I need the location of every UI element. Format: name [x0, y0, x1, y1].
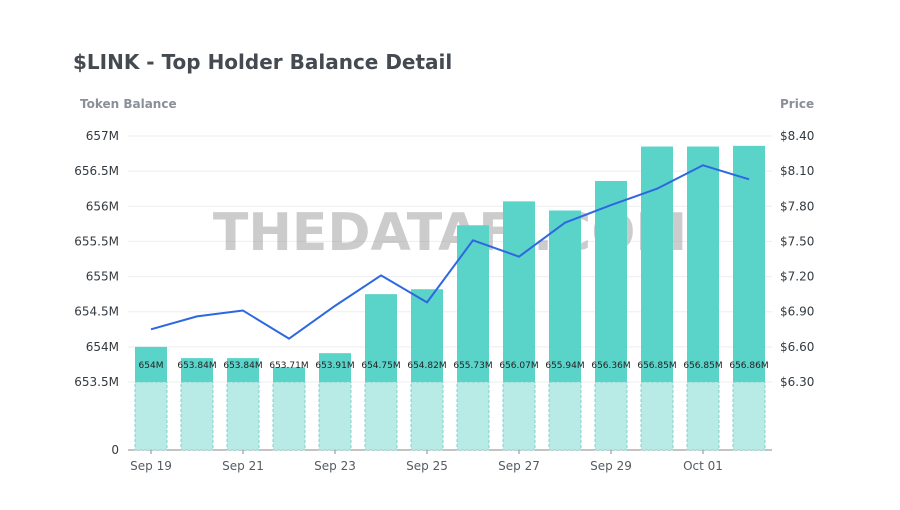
bar-base-segment [318, 381, 352, 451]
bar-base-segment [548, 381, 582, 451]
bar-data-label: 654.82M [407, 361, 446, 371]
price-point [748, 178, 751, 181]
bar [595, 180, 627, 382]
price-point [242, 309, 245, 312]
bar-data-label: 653.84M [177, 361, 216, 371]
price-point [656, 187, 659, 190]
bar [457, 225, 489, 382]
bar [181, 358, 213, 382]
x-tick-label: Oct 01 [683, 459, 723, 473]
left-y-tick-label: 656M [86, 199, 119, 213]
bar [549, 210, 581, 382]
right-y-tick-label: $8.10 [780, 164, 814, 178]
x-tick-label: Sep 27 [498, 459, 540, 473]
left-y-tick-label: 655M [86, 270, 119, 284]
bar [411, 289, 443, 382]
price-point [610, 204, 613, 207]
chart-title: $LINK - Top Holder Balance Detail [73, 50, 453, 74]
x-tick-label: Sep 19 [130, 459, 172, 473]
right-axis-title: Price [780, 97, 815, 111]
bar-base-segment [364, 381, 398, 451]
right-y-tick-label: $8.40 [780, 129, 814, 143]
left-y-tick-label: 657M [86, 129, 119, 143]
bar [641, 146, 673, 382]
bar [365, 294, 397, 382]
bar-base-segment [686, 381, 720, 451]
price-point [380, 274, 383, 277]
bar-data-label: 656.36M [591, 361, 630, 371]
bar-data-label: 655.94M [545, 361, 584, 371]
x-tick-label: Sep 21 [222, 459, 264, 473]
price-point [150, 328, 153, 331]
right-y-tick-label: $6.90 [780, 305, 814, 319]
bar-data-label: 653.91M [315, 361, 354, 371]
right-y-tick-label: $7.80 [780, 199, 814, 213]
bar [687, 146, 719, 382]
price-point [426, 301, 429, 304]
price-point [564, 221, 567, 224]
price-point [288, 337, 291, 340]
bar-data-label: 654.75M [361, 361, 400, 371]
bar-data-label: 655.73M [453, 361, 492, 371]
bar-data-label: 656.85M [637, 361, 676, 371]
bar-base-segment [502, 381, 536, 451]
bar-base-segment [640, 381, 674, 451]
x-tick-label: Sep 25 [406, 459, 448, 473]
bar-data-label: 656.85M [683, 361, 722, 371]
bar [227, 358, 259, 382]
bar-base-segment [226, 381, 260, 451]
left-axis-title: Token Balance [80, 97, 177, 111]
bar [135, 346, 167, 382]
bar [319, 353, 351, 382]
left-y-tick-label: 654M [86, 340, 119, 354]
x-tick-label: Sep 23 [314, 459, 356, 473]
bar-base-segment [732, 381, 766, 451]
bar-base-segment [180, 381, 214, 451]
price-point [334, 304, 337, 307]
left-y-tick-label: 656.5M [74, 164, 119, 178]
bar-base-segment [272, 381, 306, 451]
left-y-tick-label: 0 [111, 443, 119, 457]
price-point [702, 164, 705, 167]
left-y-tick-label: 654.5M [74, 305, 119, 319]
right-y-tick-label: $6.60 [780, 340, 814, 354]
bar-base-segment [594, 381, 628, 451]
price-point [472, 239, 475, 242]
right-y-tick-label: $7.20 [780, 270, 814, 284]
price-point [518, 255, 521, 258]
bar-data-label: 653.84M [223, 361, 262, 371]
x-tick-label: Sep 29 [590, 459, 632, 473]
bar-data-label: 654M [139, 361, 164, 371]
bar-data-label: 656.07M [499, 361, 538, 371]
bar [503, 201, 535, 382]
bar-base-segment [410, 381, 444, 451]
bar-data-label: 653.71M [269, 361, 308, 371]
bar-base-segment [456, 381, 490, 451]
bar-data-label: 656.86M [729, 361, 768, 371]
bar [733, 145, 765, 382]
price-line [150, 164, 750, 340]
bar-base-segment [134, 381, 168, 451]
bar [273, 367, 305, 382]
left-y-tick-label: 653.5M [74, 375, 119, 389]
left-y-tick-label: 655.5M [74, 234, 119, 248]
right-y-tick-label: $7.50 [780, 234, 814, 248]
price-point [196, 315, 199, 318]
right-y-tick-label: $6.30 [780, 375, 814, 389]
